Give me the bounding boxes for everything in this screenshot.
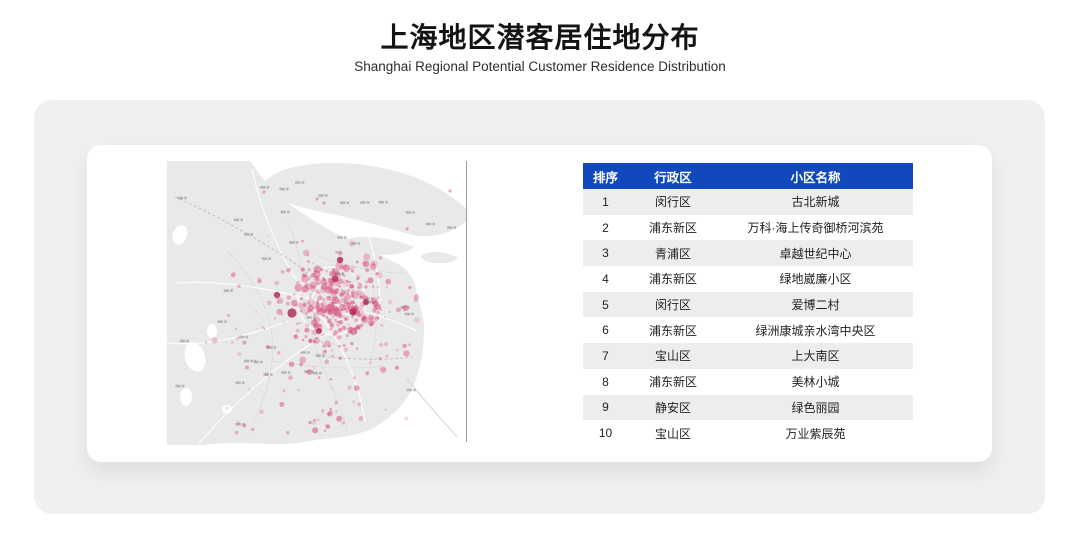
table-body: 1 闵行区 古北新城 2 浦东新区 万科·海上传奇御桥河滨苑 3 青浦区 卓越世纪中心 4 浦东新区…	[583, 189, 913, 446]
table-row: 4 浦东新区 绿地崴廉小区	[583, 266, 913, 292]
ranking-table: 排序 行政区 小区名称 1 闵行区 古北新城 2 浦东新区 万科·海上传奇御桥河滨苑 3 青浦区 卓…	[583, 163, 913, 446]
page-subtitle: Shanghai Regional Potential Customer Res…	[354, 59, 726, 74]
table-row: 5 闵行区 爱博二村	[583, 291, 913, 318]
district-boundaries	[226, 220, 406, 437]
table-row: 9 静安区 绿色丽园	[583, 394, 913, 421]
cell-community: 绿地崴廉小区	[779, 272, 852, 287]
chongming-island	[259, 162, 467, 237]
cell-community: 绿洲康城亲水湾中央区	[755, 323, 876, 338]
map-frame-line	[466, 161, 467, 442]
cell-rank: 6	[602, 323, 609, 338]
cell-district: 闵行区	[654, 298, 691, 313]
cell-community: 万业紫辰苑	[785, 426, 846, 441]
column-header-rank: 排序	[592, 170, 618, 185]
scatter-dots	[204, 189, 452, 435]
table-row: 3 青浦区 卓越世纪中心	[583, 240, 913, 267]
cell-community: 绿色丽园	[791, 400, 840, 415]
cell-community: 卓越世纪中心	[779, 246, 852, 261]
shanghai-scatter-map	[167, 161, 467, 445]
cell-district: 浦东新区	[648, 221, 697, 236]
cell-community: 爱博二村	[791, 298, 840, 313]
cell-community: 古北新城	[791, 195, 840, 210]
cell-rank: 1	[602, 194, 609, 209]
content-panel: 排序 行政区 小区名称 1 闵行区 古北新城 2 浦东新区 万科·海上传奇御桥河滨苑 3 青浦区 卓…	[34, 100, 1045, 514]
cell-district: 静安区	[654, 400, 691, 415]
cell-rank: 3	[602, 246, 609, 261]
cell-district: 闵行区	[654, 195, 691, 210]
cell-district: 宝山区	[654, 349, 691, 364]
cell-community: 上大南区	[791, 349, 840, 364]
cell-district: 青浦区	[654, 246, 691, 261]
cell-rank: 7	[602, 348, 609, 363]
changxing-island	[342, 236, 414, 255]
content-card: 排序 行政区 小区名称 1 闵行区 古北新城 2 浦东新区 万科·海上传奇御桥河滨苑 3 青浦区 卓…	[87, 145, 992, 462]
roads	[167, 168, 418, 444]
cell-rank: 10	[598, 426, 613, 441]
lakes	[172, 225, 232, 413]
column-header-district: 行政区	[654, 170, 692, 185]
cell-rank: 2	[602, 220, 609, 235]
cell-district: 浦东新区	[648, 375, 697, 390]
map-svg	[167, 161, 467, 445]
cell-community: 万科·海上传奇御桥河滨苑	[747, 221, 884, 236]
page-title: 上海地区潜客居住地分布	[380, 22, 700, 53]
table-row: 10 宝山区 万业紫辰苑	[583, 420, 913, 446]
cell-district: 浦东新区	[648, 323, 697, 338]
table-header-row: 排序 行政区 小区名称	[583, 163, 913, 189]
donghai-bridge-line	[406, 378, 458, 438]
cell-district: 宝山区	[654, 426, 691, 441]
cell-community: 美林小城	[791, 375, 840, 390]
title-block: 上海地区潜客居住地分布 Shanghai Regional Potential …	[0, 22, 1080, 75]
cell-rank: 9	[602, 400, 609, 415]
cell-rank: 8	[602, 374, 609, 389]
railways	[174, 196, 413, 360]
cell-district: 浦东新区	[648, 272, 697, 287]
table-row: 2 浦东新区 万科·海上传奇御桥河滨苑	[583, 214, 913, 241]
column-header-community: 小区名称	[790, 170, 841, 185]
hengsha-island	[421, 252, 458, 264]
table-row: 6 浦东新区 绿洲康城亲水湾中央区	[583, 317, 913, 344]
table-row: 7 宝山区 上大南区	[583, 343, 913, 369]
cell-rank: 5	[602, 297, 609, 312]
table-row: 8 浦东新区 美林小城	[583, 368, 913, 395]
table-row: 1 闵行区 古北新城	[583, 189, 913, 215]
cell-rank: 4	[602, 271, 609, 286]
